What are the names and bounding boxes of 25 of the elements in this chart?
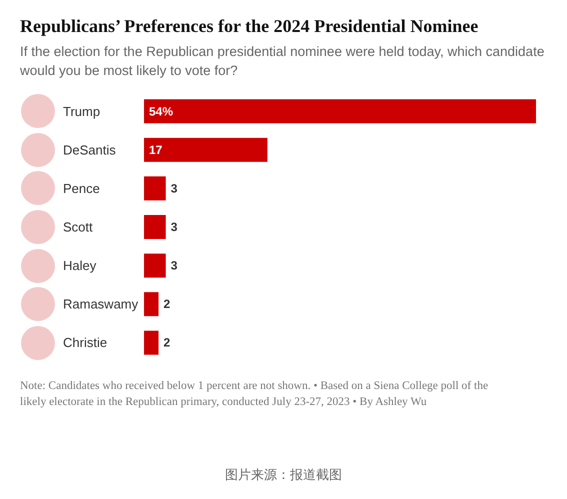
bar	[144, 254, 166, 278]
y-tick-label: DeSantis	[63, 142, 116, 158]
bar	[144, 330, 159, 355]
data-label: 54%	[149, 104, 174, 118]
y-tick-label: Scott	[63, 220, 94, 234]
y-tick-label: Pence	[63, 180, 100, 196]
data-label: 3	[170, 181, 178, 196]
data-label: 17	[149, 142, 163, 157]
text: Note: Candidates who received below 1 percent are not shown. • Based on a Siena College poll of the likely electorate in the Republican primary, conducted July 23-27, 2023 • By Ashley Wu	[20, 379, 490, 410]
bar	[144, 215, 166, 239]
chart-title: Republicans’ Preferences for the 2024 Presidential Nominee	[20, 16, 478, 37]
data-label: 3	[170, 220, 178, 234]
data-label: 3	[170, 258, 178, 273]
bar	[144, 138, 268, 162]
bar	[144, 292, 159, 316]
data-label: 2	[164, 297, 171, 312]
y-tick-label: Haley	[63, 258, 97, 274]
data-label: 2	[164, 336, 171, 350]
y-tick-label: Christie	[63, 335, 108, 350]
bar	[144, 176, 166, 200]
text: 图片来源：报道截图	[224, 466, 343, 484]
y-tick-label: Ramaswamy	[63, 296, 139, 312]
chart-subtitle: If the election for the Republican presidential nominee were held today, which candidate would you be most likely to vote for?	[20, 43, 546, 80]
y-tick-label: Trump	[63, 104, 100, 119]
bar	[144, 99, 536, 124]
